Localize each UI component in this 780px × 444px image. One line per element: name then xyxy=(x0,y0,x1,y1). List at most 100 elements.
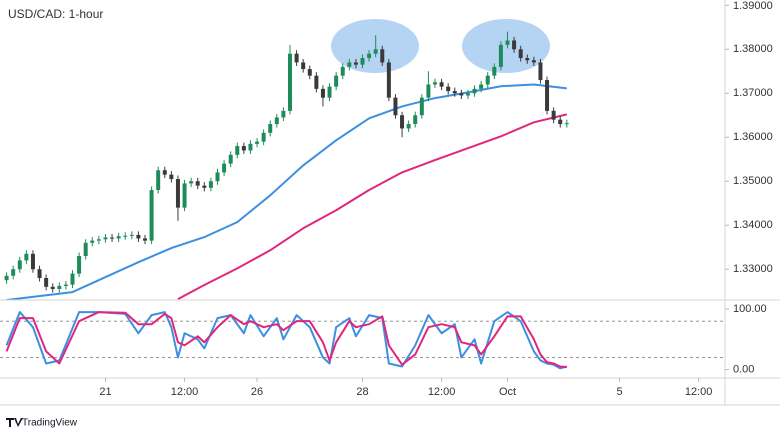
candle-body xyxy=(531,60,536,63)
candle-body xyxy=(439,82,444,87)
y-tick-label: 1.36000 xyxy=(733,131,773,143)
candle-body xyxy=(518,49,523,59)
candle-body xyxy=(373,49,378,54)
candle-body xyxy=(485,75,490,85)
candle-body xyxy=(413,115,418,125)
brand-logo: TradingView xyxy=(6,418,78,429)
y-tick-label: 1.33000 xyxy=(733,263,773,275)
candle-body xyxy=(215,172,220,182)
candle-body xyxy=(367,53,372,59)
candle-body xyxy=(288,53,292,111)
candle-body xyxy=(208,181,213,188)
candle-body xyxy=(307,69,312,76)
highlight-ellipse xyxy=(331,19,419,73)
candle-body xyxy=(558,119,563,125)
candle-body xyxy=(103,237,108,240)
candle-body xyxy=(24,253,29,261)
candle-body xyxy=(63,284,68,286)
candle-body xyxy=(195,181,200,186)
y-tick-label: 1.34000 xyxy=(733,219,773,231)
x-tick-label: 5 xyxy=(616,386,622,398)
candle-body xyxy=(156,170,161,191)
y-tick-label: 100.00 xyxy=(733,303,767,315)
y-tick-label: 0.00 xyxy=(733,363,754,375)
candle-body xyxy=(235,146,240,155)
candle-body xyxy=(241,146,246,151)
candle-body xyxy=(334,75,339,87)
y-tick-label: 1.35000 xyxy=(733,175,773,187)
candle-body xyxy=(433,82,437,85)
candle-body xyxy=(17,260,22,270)
y-tick-label: 1.37000 xyxy=(733,87,773,99)
candle-body xyxy=(274,117,279,125)
candle-body xyxy=(57,285,62,290)
candle-body xyxy=(96,239,101,241)
candle-body xyxy=(162,170,167,175)
y-tick-label: 1.38000 xyxy=(733,43,773,55)
candle-body xyxy=(90,240,95,243)
candle-body xyxy=(189,181,194,184)
x-tick-label: 12:00 xyxy=(171,386,199,398)
x-tick-label: 12:00 xyxy=(428,386,456,398)
candle-body xyxy=(446,86,451,92)
candle-body xyxy=(30,253,35,270)
highlight-ellipse xyxy=(462,19,550,73)
logo-icon xyxy=(6,418,23,427)
candle-body xyxy=(327,86,332,98)
candle-body xyxy=(525,58,530,61)
candle-body xyxy=(136,234,141,239)
candle-body xyxy=(255,141,260,144)
candle-body xyxy=(169,174,174,180)
candle-body xyxy=(492,66,497,76)
price-panel xyxy=(4,31,569,300)
candle-body xyxy=(452,91,457,94)
candle-body xyxy=(116,236,121,239)
chart-title: USD/CAD: 1-hour xyxy=(8,7,103,21)
candle-body xyxy=(202,185,207,188)
x-tick-label: 12:00 xyxy=(685,386,713,398)
x-tick-label: Oct xyxy=(499,386,516,398)
candle-body xyxy=(538,62,543,81)
candle-body xyxy=(512,40,517,50)
candle-body xyxy=(347,62,352,67)
candle-body xyxy=(44,278,49,287)
candle-body xyxy=(380,49,385,63)
candle-body xyxy=(77,256,82,274)
candle-body xyxy=(222,163,227,173)
candle-body xyxy=(143,238,147,241)
candle-body xyxy=(472,88,477,94)
x-tick-label: 28 xyxy=(356,386,368,398)
candle-body xyxy=(70,273,75,285)
candle-body xyxy=(426,84,431,98)
candle-body xyxy=(340,66,345,76)
candle-body xyxy=(320,88,325,98)
candle-body xyxy=(479,84,484,89)
candle-body xyxy=(498,44,503,67)
candle-body xyxy=(110,237,115,239)
candle-body xyxy=(37,269,42,279)
candle-body xyxy=(314,75,319,89)
candle-body xyxy=(400,115,405,129)
candle-body xyxy=(268,124,273,133)
candle-body xyxy=(301,62,306,70)
y-tick-label: 1.39000 xyxy=(733,0,773,12)
candle-body xyxy=(406,124,411,129)
series-line xyxy=(6,83,567,300)
series-line xyxy=(5,311,567,369)
candle-body xyxy=(228,154,233,164)
x-tick-label: 26 xyxy=(251,386,263,398)
candle-body xyxy=(465,93,470,96)
candle-body xyxy=(261,132,266,142)
brand-name: TradingView xyxy=(22,418,78,429)
candle-body xyxy=(129,234,134,236)
candle-body xyxy=(353,62,358,65)
candle-body xyxy=(545,80,550,111)
candle-body xyxy=(175,179,180,208)
candle-body xyxy=(4,275,9,281)
x-tick-label: 21 xyxy=(99,386,111,398)
stochastic-panel xyxy=(0,311,725,370)
candle-body xyxy=(505,40,510,45)
candle-body xyxy=(248,143,253,151)
candle-body xyxy=(50,286,55,290)
